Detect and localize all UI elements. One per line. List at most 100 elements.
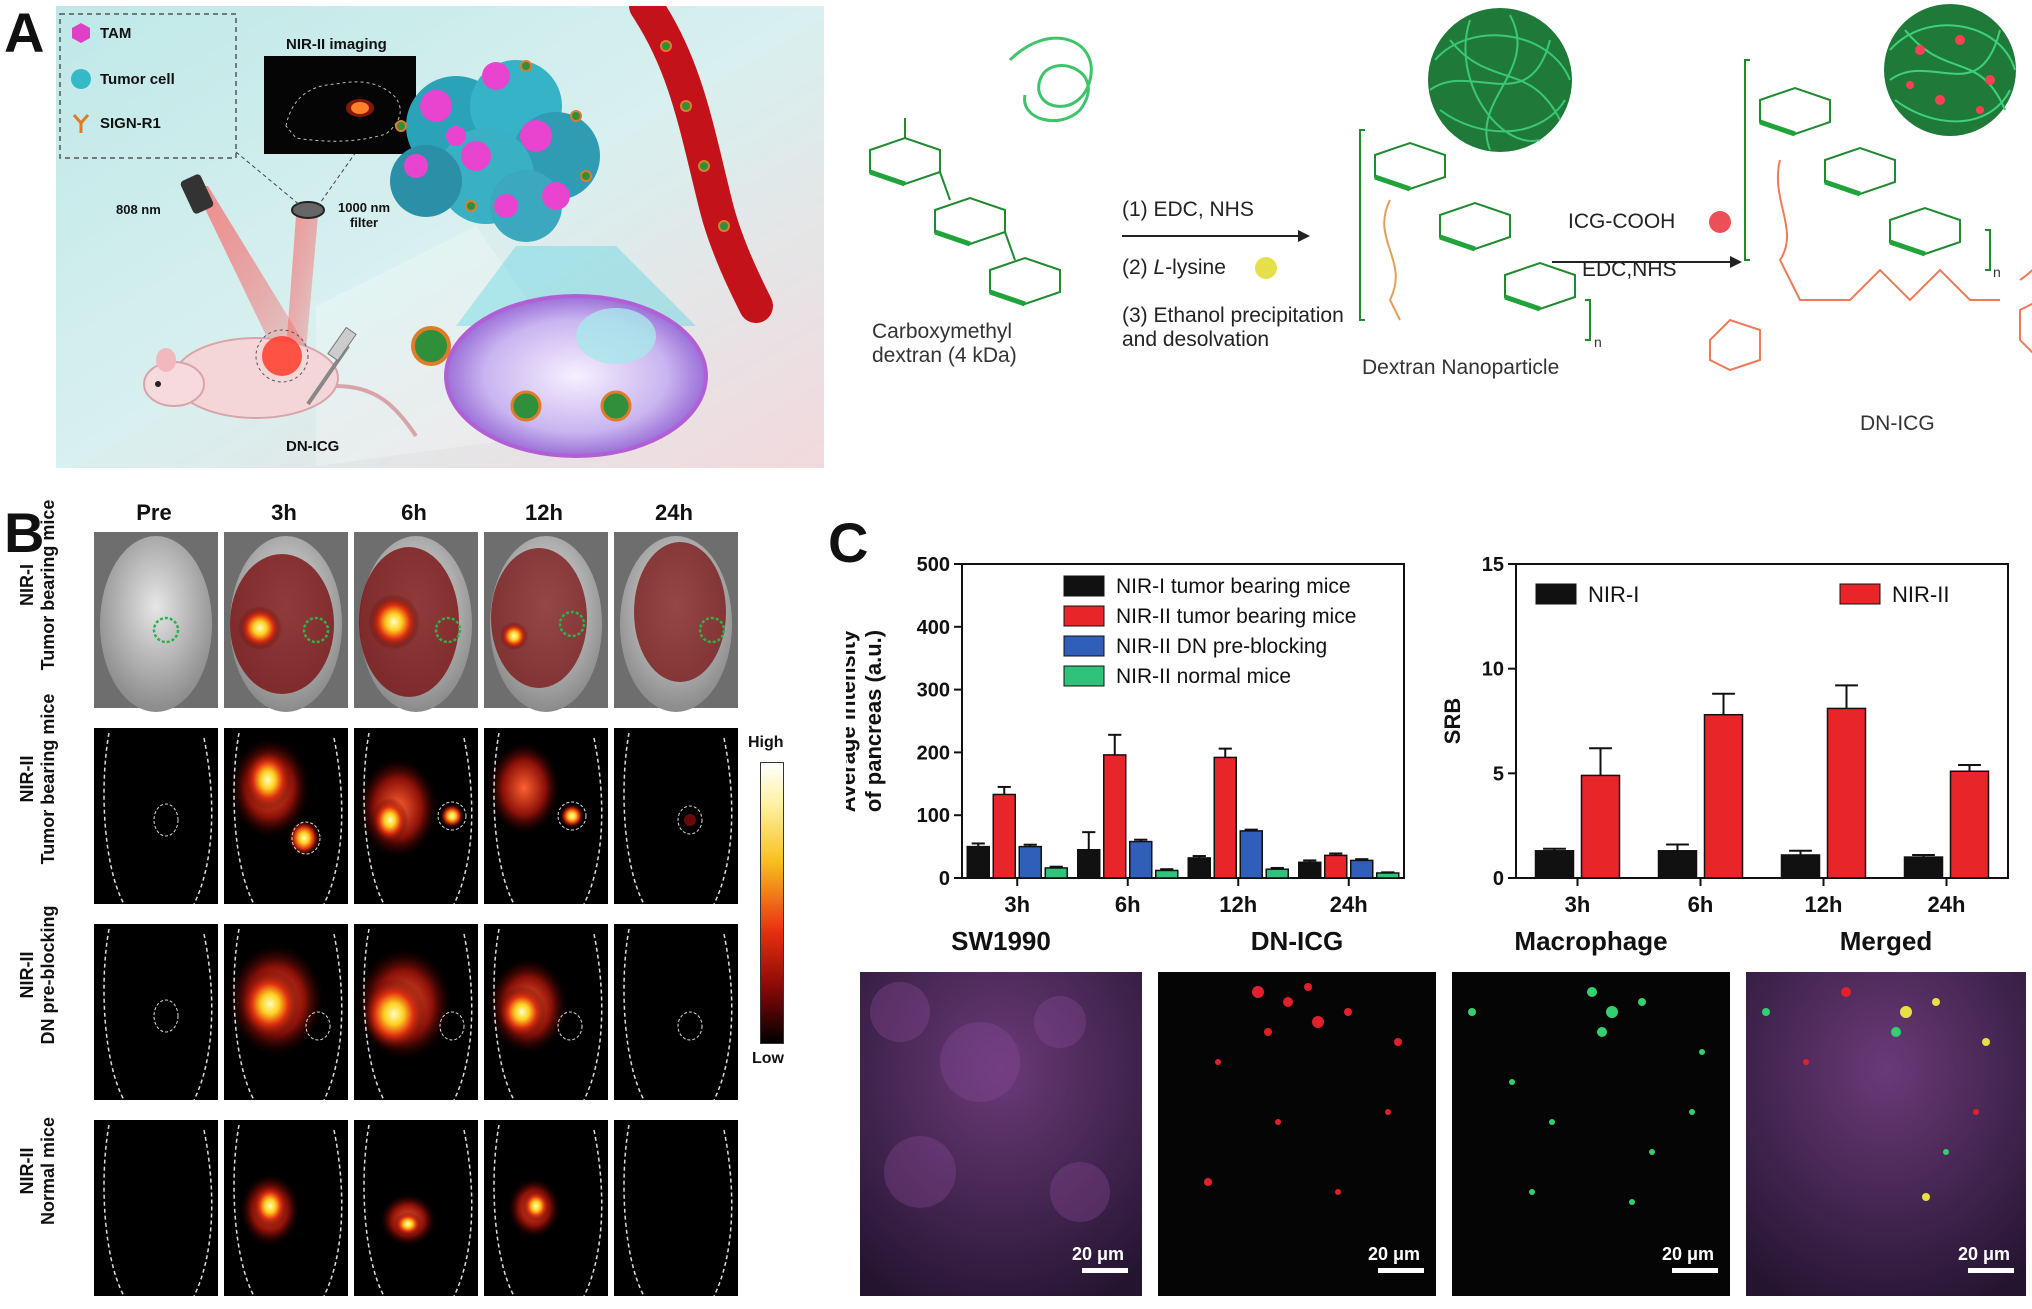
synthesis-scheme: Carboxymethyl dextran (4 kDa) (1) EDC, N… [850,0,2032,470]
time-header-12h: 12h [525,500,563,525]
fl-title-sw1990: SW1990 [951,926,1051,956]
time-header-24h: 24h [655,500,693,525]
legend-swatch-3 [1063,665,1105,687]
legend-swatch-2 [1063,635,1105,657]
fl-title-merged: Merged [1839,926,1933,956]
legend-item-tam: TAM [70,22,131,44]
bar-0-1 [1077,848,1101,879]
y-tick-label: 300 [917,680,950,702]
scheme-mid-subscript: n [1594,334,1602,350]
x-tick-label: 24h [1330,892,1368,917]
plot-frame [1515,563,2009,879]
image-sw1990: 20 μm [860,972,1142,1296]
bar-1-2 [1826,707,1867,879]
laser-label: 808 nm [116,202,161,217]
imaging-label: NIR-II imaging [286,36,387,53]
bar-0-0 [966,845,990,879]
legend-label-1: NIR-II [1892,582,1949,607]
bar-1-0 [1580,774,1621,879]
x-tick-label: 6h [1115,892,1141,917]
y-tick-label: 5 [1493,763,1504,785]
scale-label-3: 20 μm [1662,1244,1714,1264]
row-label-3: NIR-II DN pre-blocking [17,905,58,1045]
legend-label-0: NIR-I [1588,582,1639,607]
mouse-illustration [143,326,418,438]
nanoparticle-ball [1428,8,1572,152]
panel-b: Pre 3h 6h 12h 24h NIR-I Tumor bearing mic… [0,490,830,1309]
row-label-2: NIR-II Tumor bearing mice [17,693,58,865]
bar-3-1 [1155,869,1179,879]
y-tick-label: 100 [917,805,950,827]
illustration-canvas [56,6,824,468]
image-macrophage: 20 μm [1452,972,1730,1296]
legend-swatch-0 [1535,583,1577,605]
y-tick-label: 0 [1493,868,1504,890]
row1-images [94,532,738,712]
scale-label-1: 20 μm [1072,1244,1124,1264]
bar-2-2 [1239,830,1263,879]
panel-label-c: C [828,511,869,574]
bar-3-0 [1044,867,1068,879]
bar-3-3 [1376,872,1400,879]
legend-label-3: NIR-II normal mice [1116,665,1291,688]
fluorescence-row: SW1990 DN-ICG Macrophage Merged 20 μm [860,924,2030,1304]
bar-1-1 [1103,754,1127,879]
tumor-cell-icon [71,69,91,89]
y-tick-label: 10 [1482,659,1504,681]
y-axis-label-line: Average intensity [846,629,860,812]
chart-srb: 0 5 10 15 SRB 3h 6h 12h 24h NIR-I NIR-II [1440,554,2009,917]
image-merged: 20 μm [1746,972,2026,1296]
bar-0-3 [1298,861,1322,879]
x-tick-label: 24h [1928,892,1966,917]
bar-0-0 [1534,850,1575,879]
bar-2-0 [1018,845,1042,879]
panel-a-illustration: TAM Tumor cell SIGN-R1 NIR-II imaging 80… [56,6,824,468]
y-axis-label: Average intensityof pancreas (a.u.) [846,629,886,812]
legend-swatch-1 [1839,583,1881,605]
scheme-reagent1: ICG-COOH [1568,210,1676,233]
panel-label-a: A [4,1,45,64]
bar-0-3 [1903,856,1944,879]
colorbar [760,762,784,1044]
receptor-y-icon [72,114,90,133]
chart-intensity: 0 100 200 300 400 500 Average intensityof panc… [846,554,1405,917]
legend-box [59,13,237,159]
bar-0-2 [1780,854,1821,879]
time-header-6h: 6h [401,500,427,525]
y-tick-label: 0 [939,868,950,890]
row-label-4: NIR-II Normal mice [17,1116,58,1226]
scheme-start-label: Carboxymethyl dextran (4 kDa) [872,320,1017,367]
scheme-step1: (1) EDC, NHS [1122,198,1254,221]
x-tick-label: 12h [1805,892,1843,917]
panel-label-b: B [4,501,45,564]
row-label-1: NIR-I Tumor bearing mice [17,499,58,671]
scheme-mid-label: Dextran Nanoparticle [1362,356,1560,379]
bar-2-3 [1350,859,1374,879]
x-tick-label: 3h [1565,892,1591,917]
scheme-step2: (2) L-lysine [1122,256,1226,279]
bar-1-1 [1703,713,1744,879]
y-tick-label: 200 [917,742,950,764]
scale-label-2: 20 μm [1368,1244,1420,1264]
bar-1-2 [1213,756,1237,879]
y-axis-label-line: SRB [1440,698,1465,744]
legend-swatch-1 [1063,605,1105,627]
bar-2-1 [1129,840,1153,879]
plot-frame [961,563,1405,879]
legend-item-sign-r1: SIGN-R1 [70,112,161,134]
x-tick-label: 3h [1004,892,1030,917]
bar-1-3 [1949,770,1990,879]
x-tick-label: 12h [1219,892,1257,917]
x-tick-label: 6h [1688,892,1714,917]
colorbar-high-label: High [748,734,784,751]
legend-item-tumor-cell: Tumor cell [70,68,175,90]
bar-0-2 [1187,857,1211,879]
agent-label: DN-ICG [286,438,340,455]
legend-label-1: NIR-II tumor bearing mice [1116,605,1356,628]
bar-1-0 [992,793,1016,879]
filter-label: 1000 nm filter [338,200,391,230]
legend-swatch-0 [1063,575,1105,597]
time-header-pre: Pre [136,500,172,525]
scheme-end-label: DN-ICG [1860,412,1935,435]
row3-images [94,924,738,1101]
